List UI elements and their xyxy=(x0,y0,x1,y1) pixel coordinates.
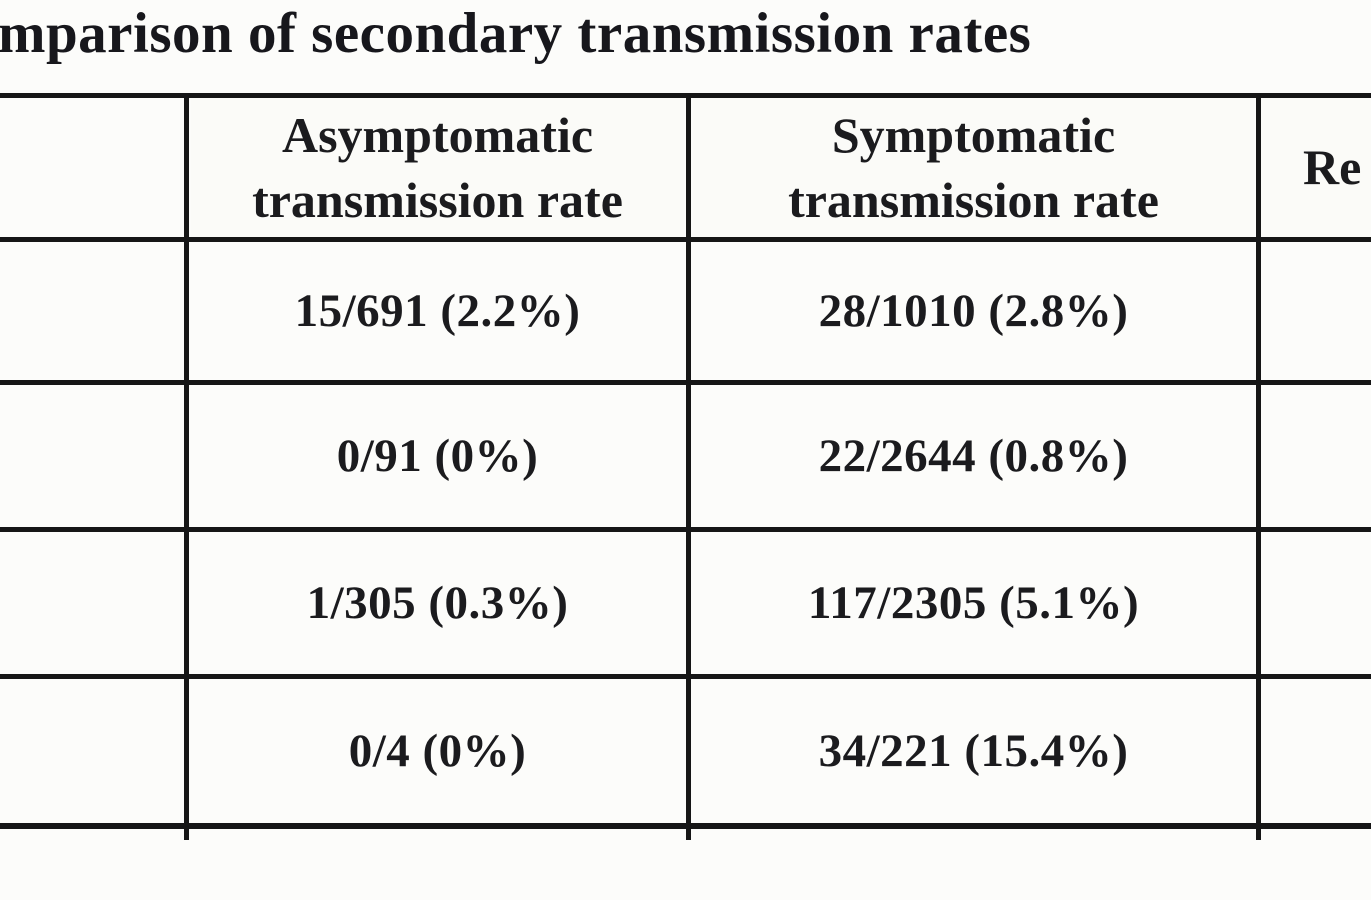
row1-right-cell xyxy=(1261,242,1371,380)
row3-right-cell xyxy=(1261,532,1371,674)
row2-label-cell xyxy=(0,385,184,527)
row2-symptomatic-value: 22/2644 (0.8%) xyxy=(818,430,1129,482)
header-asymptomatic: Asymptomatic transmission rate xyxy=(191,98,684,237)
row1-label-cell xyxy=(0,242,184,380)
row1-symptomatic-value: 28/1010 (2.8%) xyxy=(818,285,1129,337)
row4-label-cell xyxy=(0,679,184,823)
row4-symptomatic-value: 34/221 (15.4%) xyxy=(818,725,1129,777)
header-relative-cut: Re xyxy=(1261,98,1371,237)
table-divider-sym-right xyxy=(1256,93,1261,840)
header-asymptomatic-label: Asymptomatic transmission rate xyxy=(252,106,623,228)
row3-symptomatic-value: 117/2305 (5.1%) xyxy=(807,577,1140,629)
table-title: mparison of secondary transmission rates xyxy=(0,2,1032,65)
table-divider-asym-sym xyxy=(686,93,691,840)
table-divider-labels xyxy=(184,93,189,840)
row4-asymptomatic-value: 0/4 (0%) xyxy=(348,725,527,777)
row3-asymptomatic-value: 1/305 (0.3%) xyxy=(306,577,569,629)
table-border-bottom xyxy=(0,823,1371,829)
row2-asymptomatic-value: 0/91 (0%) xyxy=(336,430,539,482)
header-symptomatic: Symptomatic transmission rate xyxy=(693,98,1254,237)
row1-asymptomatic-value: 15/691 (2.2%) xyxy=(294,285,581,337)
header-relative-cut-label: Re xyxy=(1303,139,1362,195)
table-line-header-bottom xyxy=(0,237,1371,242)
table-line-row3-bottom xyxy=(0,674,1371,679)
table-border-top xyxy=(0,93,1371,98)
table-line-row1-bottom xyxy=(0,380,1371,385)
table-line-row2-bottom xyxy=(0,527,1371,532)
row4-right-cell xyxy=(1261,679,1371,823)
header-row-label-cell xyxy=(0,98,184,237)
row3-label-cell xyxy=(0,532,184,674)
header-symptomatic-label: Symptomatic transmission rate xyxy=(788,106,1159,228)
row2-right-cell xyxy=(1261,385,1371,527)
